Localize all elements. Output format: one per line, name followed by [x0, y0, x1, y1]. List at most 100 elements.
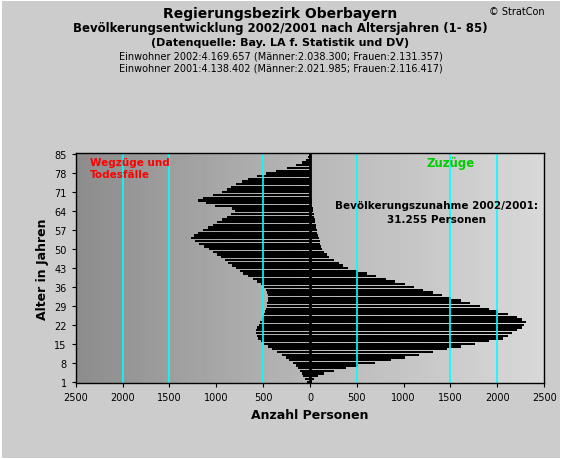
Bar [310, 211, 314, 213]
Bar [310, 281, 395, 283]
Bar [256, 332, 310, 335]
Bar [310, 364, 358, 367]
Bar [310, 257, 329, 259]
Bar [310, 243, 320, 246]
Bar [310, 381, 312, 383]
Bar [276, 170, 310, 173]
Bar [232, 265, 310, 267]
Bar [310, 291, 433, 294]
Y-axis label: Alter in Jahren: Alter in Jahren [36, 218, 49, 319]
Bar [310, 200, 312, 202]
Text: © StratCon: © StratCon [489, 7, 544, 17]
Bar [261, 284, 310, 286]
Bar [310, 184, 311, 186]
Bar [310, 289, 424, 291]
Bar [268, 297, 310, 299]
Bar [305, 378, 310, 381]
Bar [259, 337, 310, 340]
Bar [310, 316, 517, 318]
Bar [310, 251, 324, 253]
Bar [263, 316, 310, 318]
Bar [310, 378, 314, 381]
Bar [260, 321, 310, 324]
Bar [293, 362, 310, 364]
Text: (Datenquelle: Bay. LA f. Statistik und DV): (Datenquelle: Bay. LA f. Statistik und D… [151, 38, 410, 48]
Bar [199, 243, 310, 246]
Bar [310, 275, 376, 278]
Bar [236, 184, 310, 186]
Bar [310, 267, 348, 269]
Bar [191, 238, 310, 240]
Bar [310, 357, 404, 359]
Bar [310, 270, 358, 272]
Bar [310, 346, 461, 348]
Bar [310, 246, 321, 248]
Bar [268, 346, 310, 348]
Bar [217, 221, 310, 224]
Bar [222, 192, 310, 194]
Bar [310, 330, 517, 332]
Bar [268, 300, 310, 302]
Bar [310, 354, 419, 356]
Bar [268, 294, 310, 297]
Bar [310, 216, 314, 218]
Bar [213, 195, 310, 197]
Bar [259, 324, 310, 326]
Bar [302, 162, 310, 164]
Bar [240, 270, 310, 272]
Bar [228, 262, 310, 264]
Bar [256, 335, 310, 337]
Bar [227, 216, 310, 218]
Bar [306, 159, 310, 162]
Bar [310, 195, 311, 197]
Bar [310, 300, 461, 302]
Bar [287, 168, 310, 170]
Bar [301, 373, 310, 375]
Bar [203, 197, 310, 200]
Bar [310, 324, 525, 326]
Bar [286, 357, 310, 359]
Bar [266, 308, 310, 310]
Bar [261, 319, 310, 321]
Bar [277, 351, 310, 353]
Bar [310, 248, 322, 251]
Bar [248, 178, 310, 180]
Bar [310, 278, 386, 280]
Bar [310, 230, 317, 232]
Bar [268, 302, 310, 305]
Bar [310, 348, 447, 351]
Bar [209, 248, 310, 251]
Bar [310, 224, 316, 226]
Bar [253, 278, 310, 280]
Bar [217, 254, 310, 256]
Bar [310, 351, 433, 353]
Bar [213, 224, 310, 226]
Bar [300, 370, 310, 372]
Bar [310, 319, 522, 321]
Bar [296, 165, 310, 167]
Text: Regierungsbezirk Oberbayern: Regierungsbezirk Oberbayern [163, 7, 398, 21]
Bar [310, 297, 452, 299]
Bar [243, 273, 310, 275]
Text: Einwohner 2001:4.138.402 (Männer:2.021.985; Frauen:2.116.417): Einwohner 2001:4.138.402 (Männer:2.021.9… [118, 63, 443, 73]
Text: Wegzüge und
Todesfälle: Wegzüge und Todesfälle [90, 158, 169, 179]
Bar [310, 241, 320, 243]
Bar [273, 348, 310, 351]
Bar [298, 367, 310, 369]
Bar [310, 205, 312, 207]
Bar [282, 354, 310, 356]
Bar [264, 286, 310, 289]
Bar [221, 257, 310, 259]
Bar [310, 235, 318, 237]
Bar [310, 294, 442, 297]
Bar [310, 335, 508, 337]
Bar [310, 262, 338, 264]
Bar [310, 284, 404, 286]
Bar [231, 186, 310, 189]
Bar [304, 375, 310, 378]
Bar [213, 251, 310, 253]
Bar [266, 289, 310, 291]
Bar [222, 219, 310, 221]
Bar [310, 273, 367, 275]
Text: Bevölkerungsentwicklung 2002/2001 nach Altersjahren (1- 85): Bevölkerungsentwicklung 2002/2001 nach A… [73, 22, 488, 35]
